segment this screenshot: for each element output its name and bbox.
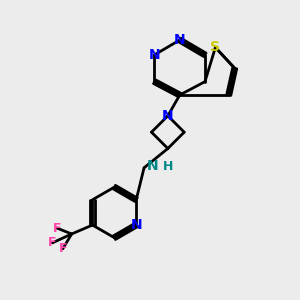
Text: F: F [52, 221, 61, 235]
Text: S: S [210, 40, 220, 55]
Text: N: N [162, 109, 174, 123]
Text: N: N [174, 33, 185, 47]
Text: H: H [163, 160, 173, 173]
Text: F: F [48, 236, 57, 249]
Text: N: N [147, 159, 159, 173]
Text: N: N [130, 218, 142, 232]
Text: F: F [58, 242, 67, 255]
Text: N: N [148, 48, 160, 62]
